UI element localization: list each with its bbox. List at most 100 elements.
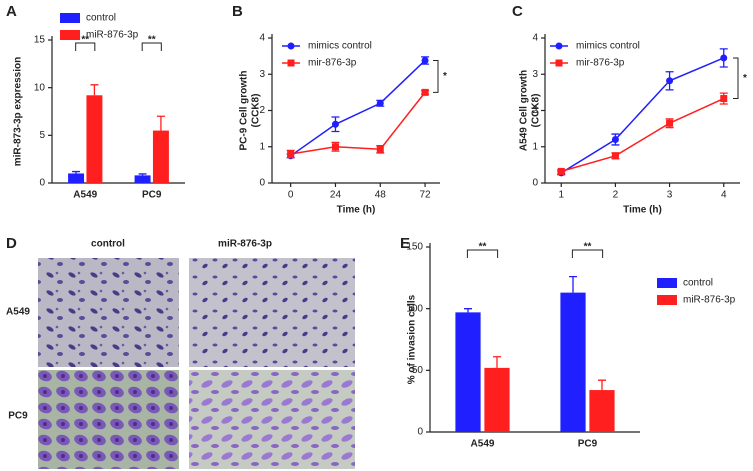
line xyxy=(560,57,725,174)
x-tick-label: 72 xyxy=(420,190,432,201)
significance-label: ** xyxy=(584,242,592,253)
error-bar xyxy=(569,275,578,293)
significance-bracket xyxy=(433,59,439,93)
marker xyxy=(720,95,728,103)
marker xyxy=(376,99,384,107)
error-bar xyxy=(90,84,99,96)
micrograph xyxy=(38,370,179,469)
marker xyxy=(611,136,619,143)
y-axis-label: (CCK8) xyxy=(251,94,262,128)
legend-label: control xyxy=(86,13,116,24)
legend-label: miR-876-3p xyxy=(683,295,736,306)
micrograph xyxy=(38,258,179,367)
significance-label: ** xyxy=(148,35,156,46)
row-label: A549 xyxy=(6,307,30,318)
chart: E 0 50 100 150 % of invasion cells A549 ** PC9 **… xyxy=(400,235,736,450)
x-tick-label: 2 xyxy=(613,190,619,201)
line xyxy=(290,59,426,157)
legend-marker xyxy=(555,59,563,67)
marker xyxy=(287,150,295,158)
y-tick-label: 50 xyxy=(412,365,424,376)
legend-swatch xyxy=(60,30,80,40)
y-axis-label: PC-9 Cell growth xyxy=(239,70,250,150)
error-bar xyxy=(492,356,501,368)
y-tick-label: 1 xyxy=(532,141,538,152)
marker xyxy=(666,77,674,85)
panel-letter: C xyxy=(512,3,523,20)
x-tick-label: A549 xyxy=(471,439,495,450)
x-axis-label: Time (h) xyxy=(623,205,662,216)
marker xyxy=(331,143,339,151)
significance-bracket xyxy=(141,42,162,51)
line xyxy=(290,91,426,155)
chart: C 0 1 2 3 4 A549 Cell growth (CCK8) 1 2 3 4 Time (h)… xyxy=(512,3,747,216)
panel-letter: D xyxy=(6,235,17,252)
error-bar xyxy=(156,115,165,131)
bar xyxy=(134,175,151,183)
y-tick-label: 5 xyxy=(39,130,45,141)
marker xyxy=(421,88,429,96)
legend-label: mir-876-3p xyxy=(308,58,357,69)
significance-bracket xyxy=(466,249,499,258)
bar xyxy=(152,130,169,183)
significance-bracket xyxy=(571,249,604,258)
x-tick-label: PC9 xyxy=(578,439,598,450)
significance-bracket xyxy=(733,57,739,100)
x-tick-label: 48 xyxy=(375,190,387,201)
error-bar xyxy=(138,173,147,176)
error-bar xyxy=(464,308,473,313)
x-axis-label: Time (h) xyxy=(337,205,376,216)
significance-bracket xyxy=(75,42,96,51)
legend-label: mir-876-3p xyxy=(576,58,625,69)
y-tick-label: 15 xyxy=(34,35,46,46)
y-tick-label: 0 xyxy=(417,427,423,438)
y-tick-label: 0 xyxy=(39,178,45,189)
bar xyxy=(589,390,615,432)
micrograph xyxy=(189,370,355,469)
marker xyxy=(720,54,728,62)
y-axis-label: % of invasion cells xyxy=(407,294,418,384)
significance-label: * xyxy=(743,73,747,84)
legend-swatch xyxy=(657,278,677,288)
y-tick-label: 4 xyxy=(259,33,265,44)
panel-letter: E xyxy=(400,235,410,252)
x-tick-label: A549 xyxy=(73,190,97,201)
panel-letter: B xyxy=(232,3,243,20)
bar xyxy=(455,312,481,432)
y-tick-label: 3 xyxy=(259,69,265,80)
y-tick-label: 2 xyxy=(259,105,265,116)
y-axis-label: A549 Cell growth xyxy=(519,70,530,151)
legend-label: mimics control xyxy=(576,41,640,52)
legend-swatch xyxy=(657,295,677,305)
chart: B 0 1 2 3 4 PC-9 Cell growth (CCK8) 0 24 48 72 Time … xyxy=(232,3,447,216)
marker xyxy=(421,56,429,64)
image-panel: D control miR-876-3p A549 PC9 xyxy=(6,235,355,469)
x-tick-label: PC9 xyxy=(142,190,162,201)
legend-label: mimics control xyxy=(308,41,372,52)
bar xyxy=(68,173,85,183)
legend-label: control xyxy=(683,278,713,289)
y-tick-label: 0 xyxy=(532,178,538,189)
marker xyxy=(331,120,339,128)
marker xyxy=(666,119,674,127)
y-tick-label: 3 xyxy=(532,69,538,80)
x-tick-label: 4 xyxy=(721,190,727,201)
y-tick-label: 10 xyxy=(34,82,46,93)
marker xyxy=(557,167,565,175)
chart: A 0 5 10 15 miR-873-3p expression A549 ** PC9 ** c… xyxy=(6,3,185,201)
x-tick-label: 0 xyxy=(288,190,294,201)
row-label: PC9 xyxy=(8,411,28,422)
bar xyxy=(86,95,103,183)
panel-letter: A xyxy=(6,3,17,20)
legend-marker xyxy=(555,42,563,50)
y-axis-label: miR-873-3p expression xyxy=(13,57,24,167)
marker xyxy=(376,145,384,153)
legend-swatch xyxy=(60,13,80,23)
y-tick-label: 4 xyxy=(532,33,538,44)
y-tick-label: 150 xyxy=(406,242,423,253)
column-label: miR-876-3p xyxy=(218,239,272,250)
significance-label: ** xyxy=(81,35,89,46)
line xyxy=(561,97,725,173)
significance-label: * xyxy=(443,71,447,82)
